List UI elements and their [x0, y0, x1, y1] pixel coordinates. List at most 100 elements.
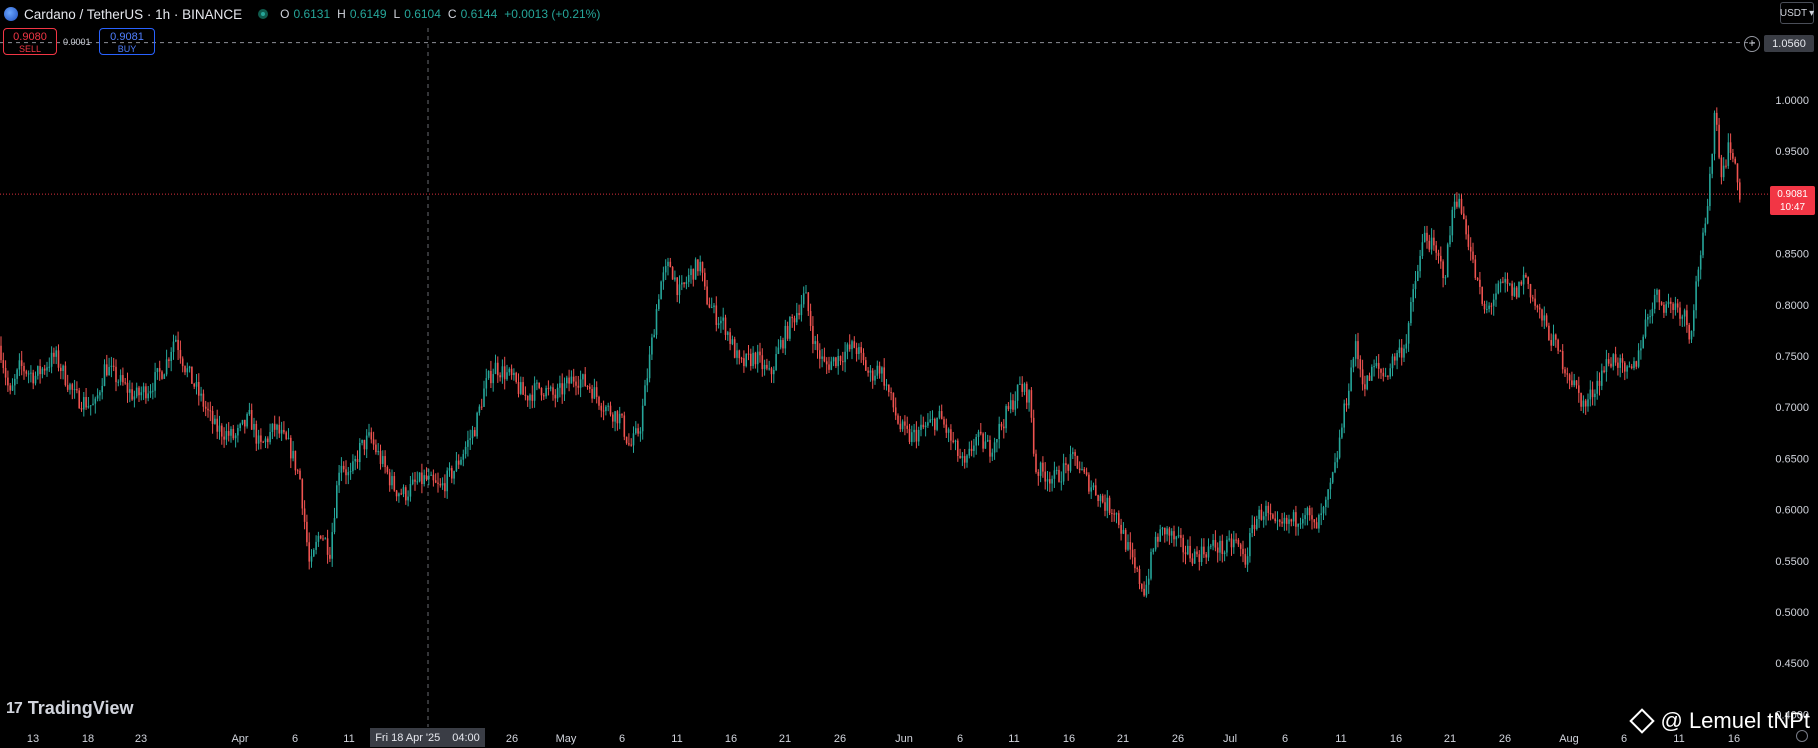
- candle-body: [386, 466, 389, 473]
- x-tick-label: 6: [1282, 733, 1288, 745]
- alert-line-label[interactable]: 1.0560: [1764, 35, 1814, 52]
- currency-selector[interactable]: USDT ▾: [1780, 2, 1814, 24]
- candle-body: [802, 293, 805, 305]
- candle-body: [623, 415, 626, 437]
- candle-body: [1157, 536, 1159, 542]
- candle-body: [715, 305, 718, 325]
- candle-body: [271, 423, 274, 432]
- candle-body: [269, 431, 271, 443]
- candle-body: [894, 407, 897, 416]
- candle-body: [1154, 536, 1157, 550]
- candle-body: [513, 372, 515, 376]
- candle-body: [1690, 330, 1693, 340]
- candle-body: [1739, 182, 1741, 200]
- symbol-title[interactable]: Cardano / TetherUS · 1h · BINANCE: [24, 6, 243, 22]
- crosshair-time: 04:00: [452, 731, 480, 744]
- candle-body: [43, 368, 46, 371]
- candle-body: [812, 325, 814, 344]
- candle-body: [561, 383, 563, 395]
- candle-body: [1049, 479, 1051, 484]
- candle-body: [92, 403, 94, 406]
- candle-body: [1525, 274, 1527, 278]
- candle-body: [1106, 497, 1109, 511]
- candle-body: [1456, 201, 1458, 207]
- candle-body: [423, 475, 425, 485]
- candle-body: [1635, 361, 1638, 367]
- candle-body: [469, 438, 471, 440]
- candle-body: [336, 485, 338, 519]
- buy-button[interactable]: 0.9081 BUY: [99, 28, 155, 55]
- candle-body: [694, 259, 697, 280]
- candle-body: [1053, 470, 1056, 479]
- candle-body: [572, 376, 575, 382]
- x-tick-label: Jun: [895, 733, 913, 745]
- candle-body: [503, 366, 506, 380]
- candle-body: [1322, 507, 1325, 514]
- candle-body: [1161, 527, 1164, 530]
- candle-body: [306, 521, 308, 543]
- candle-body: [520, 382, 522, 394]
- candle-body: [1458, 198, 1460, 207]
- candle-body: [1479, 279, 1481, 287]
- candle-body: [1313, 519, 1316, 523]
- candle-body: [805, 292, 807, 294]
- candle-body: [761, 355, 764, 370]
- candle-body: [1518, 281, 1520, 298]
- y-tick-label: 0.5500: [1775, 556, 1809, 568]
- candle-body: [1676, 303, 1679, 308]
- candle-body: [917, 429, 920, 442]
- candle-body: [172, 341, 175, 352]
- candle-body: [540, 387, 543, 396]
- candle-body: [2, 360, 5, 368]
- candle-body: [1373, 366, 1375, 368]
- candle-body: [777, 347, 780, 355]
- candle-body: [651, 337, 653, 355]
- candle-body: [1624, 362, 1626, 372]
- candle-body: [1136, 568, 1138, 570]
- candle-body: [30, 372, 32, 374]
- candle-body: [181, 358, 184, 367]
- candle-body: [177, 339, 179, 351]
- candle-body: [1253, 524, 1256, 530]
- tradingview-logo[interactable]: 17 TradingView: [6, 698, 134, 719]
- candle-body: [1674, 303, 1677, 310]
- crosshair-time-label: Fri 18 Apr '25 04:00: [370, 728, 485, 747]
- candle-body: [1219, 540, 1221, 553]
- candle-body: [531, 394, 534, 401]
- candle-body: [1122, 529, 1125, 534]
- candle-body: [658, 299, 660, 310]
- candle-body: [1359, 359, 1362, 370]
- candle-body: [1108, 497, 1111, 513]
- add-alert-icon[interactable]: +: [1744, 36, 1760, 52]
- candle-body: [191, 366, 193, 384]
- candle-body: [1318, 514, 1320, 529]
- candle-body: [1009, 400, 1012, 410]
- candle-body: [32, 372, 34, 384]
- candle-body: [1159, 529, 1161, 542]
- candle-body: [393, 476, 396, 491]
- sell-button[interactable]: 0.9080 SELL: [3, 28, 57, 55]
- candle-body: [1699, 255, 1702, 270]
- candle-body: [27, 373, 30, 375]
- candle-body: [1055, 469, 1058, 471]
- candle-body: [1343, 403, 1345, 428]
- candle-body: [425, 475, 428, 480]
- candle-body: [400, 493, 402, 495]
- candle-body: [1387, 375, 1389, 377]
- settings-icon[interactable]: [1796, 730, 1808, 742]
- candle-body: [115, 366, 117, 383]
- candle-body: [195, 381, 198, 387]
- candle-body: [1541, 309, 1543, 321]
- candle-body: [1042, 462, 1044, 472]
- candle-body: [835, 357, 837, 367]
- candle-body: [441, 483, 444, 486]
- candle-body: [871, 370, 874, 381]
- candle-body: [1520, 281, 1523, 285]
- candle-body: [168, 359, 170, 362]
- candle-body: [837, 356, 839, 367]
- candle-body: [290, 437, 292, 459]
- candle-body: [598, 396, 600, 406]
- candle-body: [207, 408, 209, 411]
